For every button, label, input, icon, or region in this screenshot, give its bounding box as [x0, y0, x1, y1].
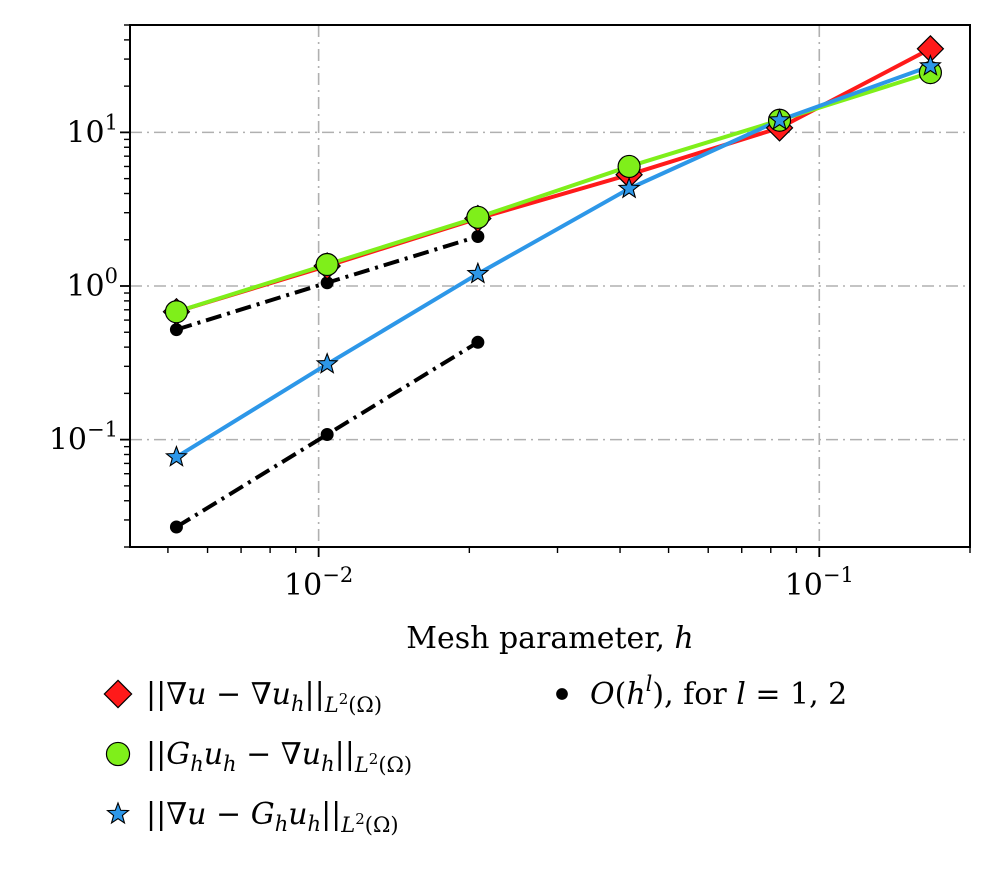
- legend-var: h: [626, 677, 645, 712]
- legend-sub: h: [321, 752, 335, 776]
- legend-marker-dot: [556, 688, 568, 700]
- series-layer: [162, 34, 945, 534]
- legend-var: u: [288, 797, 307, 832]
- x-tick-label: 10−2: [284, 563, 353, 603]
- legend-sup: l: [646, 672, 653, 696]
- legend-var: u: [204, 737, 223, 772]
- legend-sub: L: [340, 813, 355, 837]
- legend-entry: ||∇u − ∇uh||L2(Ω): [103, 677, 382, 717]
- legend-text: − ∇: [237, 737, 302, 772]
- legend-sub: h: [308, 812, 322, 836]
- legend-sub-sup: 2: [339, 690, 349, 708]
- legend-sub: h: [190, 752, 204, 776]
- legend-var: G: [166, 737, 190, 772]
- legend-var: u: [187, 677, 206, 712]
- x-tick-base: 10: [284, 568, 322, 603]
- legend-sub-sup: 2: [355, 810, 365, 828]
- legend-sub: h: [291, 692, 305, 716]
- legend-label: O(hl), for l = 1, 2: [590, 672, 847, 712]
- legend-marker-diamond: [103, 679, 133, 709]
- legend-sub: L: [354, 753, 369, 777]
- series-line-recovered-grad-error: [175, 64, 932, 459]
- legend-marker-star: [106, 801, 130, 825]
- legend-label: ||∇u − ∇uh||L2(Ω): [146, 677, 382, 717]
- y-tick-base: 10: [49, 423, 87, 458]
- series-point-recovered-grad-error: [918, 54, 942, 76]
- legend-text: ||: [335, 737, 355, 772]
- x-tick-label: 10−1: [785, 563, 854, 603]
- legend-sub: (Ω): [348, 693, 382, 717]
- legend-var: u: [272, 677, 291, 712]
- legend-text: − ∇: [207, 677, 272, 712]
- x-axis-label: Mesh parameter, h: [406, 621, 694, 656]
- legend-var: O: [590, 677, 615, 712]
- legend-label: ||∇u − Ghuh||L2(Ω): [146, 797, 399, 837]
- legend-sub: h: [223, 752, 237, 776]
- series-point-recovery-estimator: [315, 252, 339, 277]
- legend: ||∇u − ∇uh||L2(Ω)||Ghuh − ∇uh||L2(Ω)||∇u…: [103, 672, 847, 837]
- legend-sub-sup: 2: [369, 750, 379, 768]
- series-point-recovered-grad-error: [768, 108, 792, 130]
- legend-entry: ||∇u − Ghuh||L2(Ω): [106, 797, 399, 837]
- legend-text: (: [615, 677, 627, 712]
- reference-point: [471, 335, 485, 349]
- reference-point: [471, 229, 485, 243]
- series-point-recovered-grad-error: [164, 444, 188, 467]
- legend-sub: h: [275, 812, 289, 836]
- legend-sub: L: [324, 693, 339, 717]
- y-tick-label: 101: [66, 110, 118, 150]
- x-tick-exp: −2: [322, 563, 353, 587]
- x-axis-label-text: Mesh parameter,: [406, 621, 674, 656]
- legend-entry: O(hl), for l = 1, 2: [556, 672, 847, 712]
- series-point-recovery-estimator: [466, 205, 490, 229]
- series-point-recovery-estimator: [164, 300, 189, 324]
- grid-lines: [130, 25, 970, 547]
- y-tick-label: 10−1: [49, 418, 118, 458]
- reference-point: [320, 276, 334, 290]
- y-tick-exp: 1: [105, 110, 118, 134]
- reference-point: [169, 520, 183, 534]
- legend-text: −: [207, 797, 251, 832]
- legend-sub: (Ω): [365, 813, 399, 837]
- y-tick-exp: 0: [105, 264, 118, 288]
- legend-text: ||: [321, 797, 341, 832]
- series-point-recovered-grad-error: [466, 261, 490, 284]
- reference-point: [320, 427, 334, 441]
- legend-text: = 1, 2: [746, 677, 847, 712]
- series-point-recovery-estimator: [617, 154, 641, 179]
- legend-entry: ||Ghuh − ∇uh||L2(Ω): [105, 737, 412, 777]
- legend-var: l: [736, 677, 746, 712]
- series-point-recovered-grad-error: [617, 176, 641, 199]
- legend-text: ||∇: [146, 797, 187, 832]
- legend-text: ), for: [652, 677, 736, 712]
- legend-text: ||: [305, 677, 325, 712]
- legend-text: ||: [146, 737, 166, 772]
- legend-text: ||∇: [146, 677, 187, 712]
- legend-marker-circle: [105, 741, 131, 767]
- y-tick-label: 100: [66, 264, 118, 304]
- legend-var: G: [251, 797, 275, 832]
- legend-var: u: [302, 737, 321, 772]
- reference-point: [169, 323, 183, 337]
- legend-label: ||Ghuh − ∇uh||L2(Ω): [146, 737, 412, 777]
- legend-var: u: [187, 797, 206, 832]
- series-point-recovered-grad-error: [315, 352, 339, 374]
- y-tick-exp: −1: [87, 418, 118, 442]
- reference-line-order-2: [175, 340, 479, 529]
- legend-sub: (Ω): [378, 753, 412, 777]
- y-tick-base: 10: [66, 115, 104, 150]
- y-tick-base: 10: [66, 269, 104, 304]
- x-tick-base: 10: [785, 568, 823, 603]
- x-axis-label-var: h: [674, 621, 693, 656]
- x-tick-exp: −1: [823, 563, 854, 587]
